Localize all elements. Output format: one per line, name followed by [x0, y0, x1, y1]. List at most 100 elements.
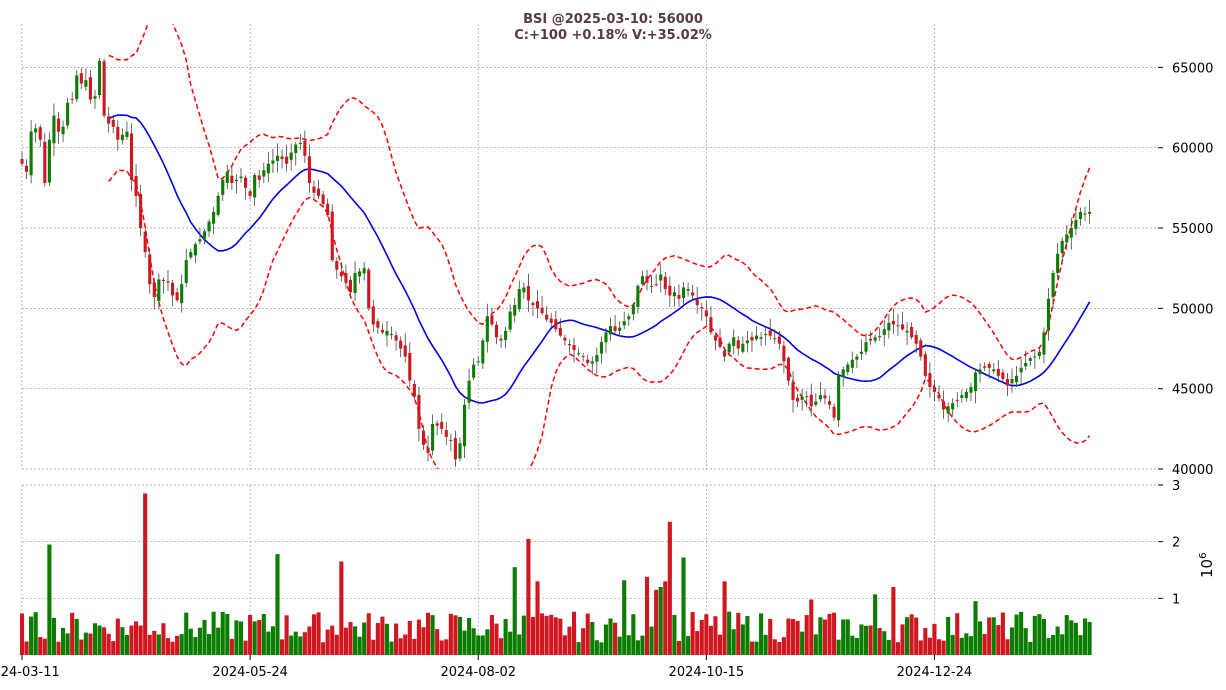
candle-body — [718, 337, 722, 347]
candle-body — [987, 363, 991, 368]
candle-body — [978, 369, 982, 374]
candle — [855, 354, 859, 369]
candle-body — [732, 337, 736, 346]
volume-bar — [225, 613, 230, 655]
candle — [1069, 217, 1073, 250]
candle — [599, 336, 603, 364]
volume-bar — [832, 612, 837, 655]
candle — [558, 318, 562, 338]
candle — [672, 286, 676, 307]
candle — [75, 70, 79, 103]
volume-bar — [70, 612, 75, 655]
volume-bar — [891, 587, 896, 655]
volume-bar — [156, 634, 161, 655]
candle — [316, 179, 321, 200]
candle-body — [786, 357, 791, 381]
volume-bar — [800, 631, 805, 655]
candle-body — [713, 335, 718, 341]
candle — [718, 328, 722, 349]
volume-bar — [435, 629, 440, 655]
volume-bar — [421, 627, 426, 655]
candle-body — [996, 368, 1000, 376]
candle-body — [321, 194, 325, 204]
candle — [691, 284, 695, 300]
volume-bar — [576, 642, 581, 655]
volume-bar — [339, 561, 344, 655]
moving-average-line — [108, 114, 1091, 404]
volume-bar — [403, 634, 408, 655]
candle — [253, 173, 257, 206]
volume-bar — [859, 624, 864, 655]
volume-bar — [211, 611, 216, 655]
candle — [905, 322, 909, 346]
chart-title: BSI @2025-03-10: 56000 — [523, 12, 703, 27]
candle-body — [421, 430, 426, 445]
candle-body — [239, 176, 243, 179]
candle — [326, 198, 330, 218]
candle-body — [285, 156, 289, 164]
candle-body — [1005, 378, 1009, 386]
candle — [499, 334, 503, 348]
volume-bar — [854, 637, 859, 655]
volume-bar — [530, 616, 536, 655]
candle-body — [367, 269, 371, 309]
volume-bar — [394, 623, 399, 655]
volume-bar — [467, 618, 472, 655]
candle-body — [431, 424, 435, 451]
volume-bar — [649, 626, 654, 655]
volume-bar — [334, 634, 339, 655]
candle-body — [303, 140, 307, 156]
volume-bar — [416, 619, 421, 655]
candle — [887, 313, 891, 339]
candle — [435, 420, 439, 436]
candle — [271, 148, 275, 174]
volume-bar — [955, 613, 960, 655]
volume-bar — [558, 618, 563, 655]
volume-bar — [571, 611, 577, 655]
candle-body — [928, 373, 932, 388]
candle — [262, 162, 266, 183]
candle-body — [791, 382, 795, 400]
candle — [38, 124, 42, 147]
volume-bar — [941, 640, 946, 655]
candle — [946, 402, 950, 423]
candle — [723, 347, 727, 362]
volume-bar — [672, 614, 677, 655]
candle-body — [330, 211, 334, 261]
candle — [152, 277, 156, 310]
volume-bar — [699, 620, 704, 655]
candle — [663, 271, 667, 296]
candle-body — [134, 176, 138, 196]
volume-bar — [978, 621, 983, 655]
volume-bar — [613, 622, 618, 655]
candle — [403, 333, 407, 363]
candle — [189, 248, 193, 260]
candle — [668, 276, 672, 307]
volume-bar — [1019, 611, 1024, 655]
candle — [608, 317, 613, 341]
volume-bar — [1073, 622, 1078, 655]
candle-body — [152, 282, 156, 298]
candle-body — [1024, 362, 1028, 367]
candle — [389, 326, 394, 340]
candle-body — [850, 359, 854, 368]
volume-bar — [868, 625, 873, 655]
candle-body — [508, 311, 512, 330]
volume-bar — [567, 626, 572, 655]
candle — [700, 302, 704, 321]
volume-bar — [407, 621, 412, 655]
volume-bar — [863, 625, 869, 655]
candle — [426, 435, 430, 462]
price-tick-label: 45000 — [1172, 383, 1213, 398]
candle — [677, 284, 681, 307]
candle-body — [1060, 240, 1064, 254]
candle — [567, 339, 572, 353]
volume-bar — [845, 619, 850, 655]
candle — [732, 329, 736, 355]
volume-bar — [927, 637, 932, 655]
candle-body — [818, 395, 822, 400]
volume-bar — [79, 639, 84, 655]
volume-bar — [29, 616, 34, 655]
candle-body — [171, 282, 175, 296]
volume-bar — [822, 619, 828, 655]
